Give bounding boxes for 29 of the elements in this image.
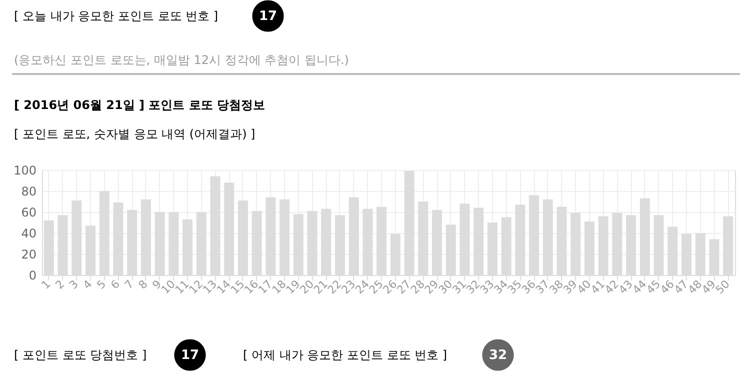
y-tick-label: 80 (21, 184, 36, 198)
x-tick-label: 8 (136, 278, 150, 292)
chart-subtitle: [ 포인트 로또, 숫자별 응모 내역 (어제결과) ] (14, 127, 256, 141)
y-tick-label: 20 (21, 248, 36, 262)
x-tick-label: 1 (39, 278, 54, 292)
x-tick-label: 44 (630, 278, 650, 297)
text: 32 (488, 348, 508, 363)
y-tick-label: 100 (14, 164, 36, 178)
text: [ 어제 내가 응모한 포인트 로또 번호 ] (243, 348, 448, 362)
text: [ 포인트 로또 당첨번호 ] (14, 348, 147, 362)
x-tick-label: 46 (658, 278, 677, 297)
x-tick-label: 40 (574, 278, 594, 297)
y-tick-label: 60 (21, 206, 36, 220)
x-tick-label: 6 (108, 278, 122, 292)
chart-title: [ 2016년 06월 21일 ] 포인트 로또 당첨정보 (14, 98, 266, 112)
x-tick-label: 4 (80, 278, 95, 292)
x-tick-label: 50 (713, 278, 732, 297)
y-tick-label: 0 (28, 268, 36, 282)
x-tick-label: 3 (66, 278, 81, 292)
x-tick-label: 2 (52, 278, 68, 292)
x-tick-label: 7 (122, 278, 136, 292)
text: (응모하신 포인트 로또는, 매일밤 12시 정각에 추첨이 됩니다.) (14, 53, 349, 67)
text: 17 (258, 9, 278, 24)
y-tick-label: 40 (21, 226, 36, 240)
x-tick-label: 5 (94, 278, 109, 292)
text: [ 오늘 내가 응모한 포인트 로또 번호 ] (14, 9, 218, 23)
text: 17 (180, 348, 200, 363)
x-tick-label: 28 (408, 278, 428, 297)
x-tick-label: 48 (686, 278, 705, 297)
